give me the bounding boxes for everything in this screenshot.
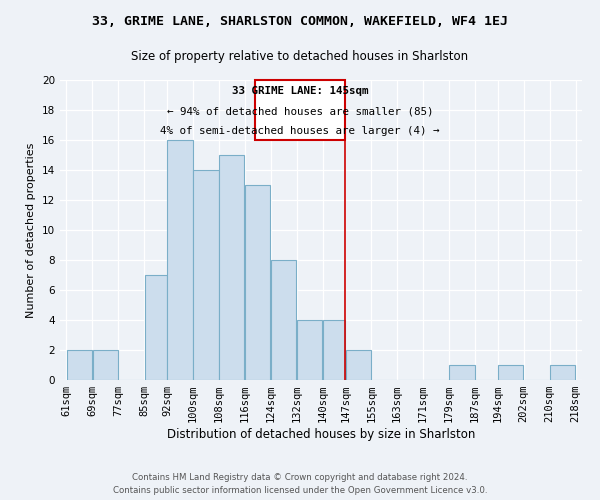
Text: Size of property relative to detached houses in Sharlston: Size of property relative to detached ho… [131, 50, 469, 63]
Text: 33, GRIME LANE, SHARLSTON COMMON, WAKEFIELD, WF4 1EJ: 33, GRIME LANE, SHARLSTON COMMON, WAKEFI… [92, 15, 508, 28]
Text: ← 94% of detached houses are smaller (85): ← 94% of detached houses are smaller (85… [167, 106, 433, 116]
Text: Contains HM Land Registry data © Crown copyright and database right 2024.: Contains HM Land Registry data © Crown c… [132, 474, 468, 482]
Y-axis label: Number of detached properties: Number of detached properties [26, 142, 37, 318]
Bar [245, 185, 271, 380]
Bar [193, 170, 218, 380]
Bar [323, 320, 345, 380]
Bar [167, 140, 193, 380]
Bar [271, 260, 296, 380]
Bar [219, 155, 244, 380]
Bar [346, 350, 371, 380]
Text: Contains public sector information licensed under the Open Government Licence v3: Contains public sector information licen… [113, 486, 487, 495]
Bar [498, 365, 523, 380]
Bar [93, 350, 118, 380]
Bar [449, 365, 475, 380]
X-axis label: Distribution of detached houses by size in Sharlston: Distribution of detached houses by size … [167, 428, 475, 441]
Bar [67, 350, 92, 380]
Text: 4% of semi-detached houses are larger (4) →: 4% of semi-detached houses are larger (4… [160, 126, 440, 136]
Bar [550, 365, 575, 380]
Text: 33 GRIME LANE: 145sqm: 33 GRIME LANE: 145sqm [232, 86, 368, 96]
FancyBboxPatch shape [254, 80, 346, 140]
Bar [297, 320, 322, 380]
Bar [145, 275, 167, 380]
